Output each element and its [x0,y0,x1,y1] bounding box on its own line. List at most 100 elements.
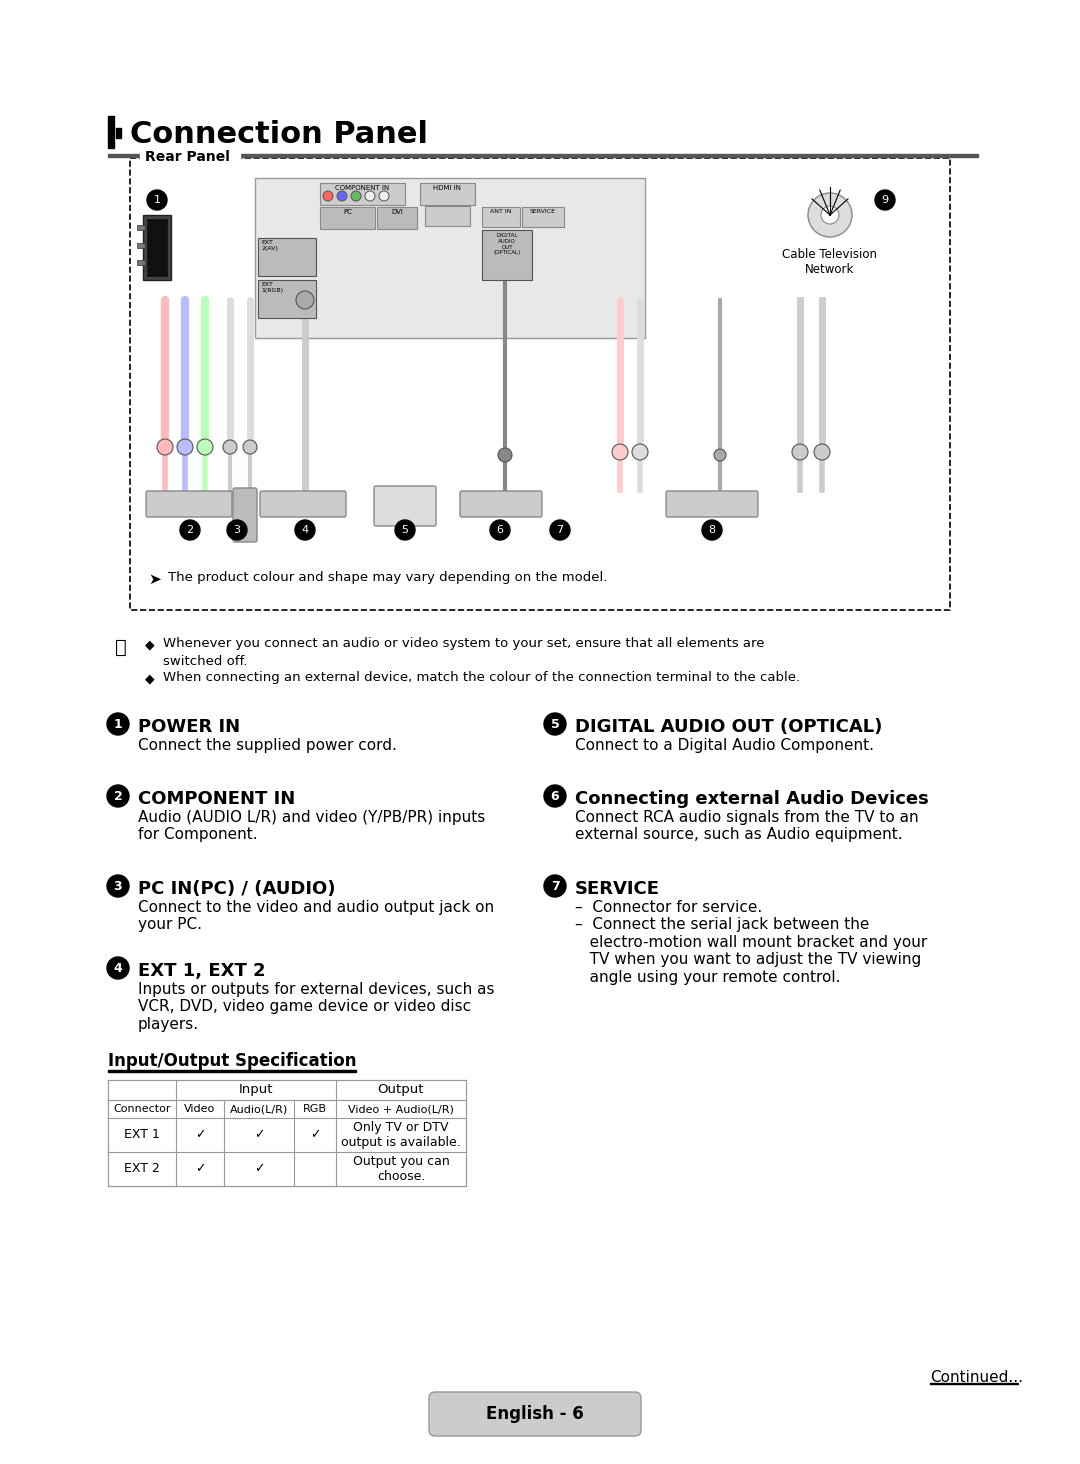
Bar [108,154,978,157]
Bar [377,206,417,228]
Text: Connector: Connector [113,1104,171,1114]
Circle shape [498,448,512,463]
Text: The product colour and shape may vary depending on the model.: The product colour and shape may vary de… [168,571,607,584]
Bar [143,215,171,280]
Circle shape [180,520,200,540]
Circle shape [337,190,347,201]
Text: Input: Input [239,1083,273,1097]
Bar [108,1070,356,1072]
Text: 1: 1 [113,717,122,731]
Circle shape [351,190,361,201]
Text: Cable Television
Network: Cable Television Network [783,247,877,277]
Text: Input/Output Specification: Input/Output Specification [108,1053,356,1070]
Text: 7: 7 [551,880,559,893]
Bar [420,183,475,205]
Text: 1: 1 [153,195,161,205]
Text: 5: 5 [402,526,408,534]
Circle shape [612,444,627,460]
Circle shape [365,190,375,201]
FancyBboxPatch shape [374,486,436,526]
Circle shape [814,444,831,460]
Circle shape [107,785,129,807]
Text: 2: 2 [187,526,193,534]
Circle shape [379,190,389,201]
Circle shape [197,439,213,455]
Text: 5: 5 [551,717,559,731]
Circle shape [147,190,167,209]
Text: When connecting an external device, match the colour of the connection terminal : When connecting an external device, matc… [163,671,800,684]
Circle shape [107,875,129,897]
FancyBboxPatch shape [146,490,232,517]
Text: EXT
2(AV): EXT 2(AV) [261,240,278,250]
Text: EXT
1(RGB): EXT 1(RGB) [261,283,283,293]
Circle shape [157,439,173,455]
Text: 9: 9 [881,195,889,205]
Circle shape [227,520,247,540]
Text: 3: 3 [233,526,241,534]
FancyBboxPatch shape [460,490,542,517]
Circle shape [177,439,193,455]
Bar [137,225,145,230]
Text: POWER IN: POWER IN [138,717,240,736]
Text: ✓: ✓ [194,1162,205,1176]
Bar [255,179,645,338]
Circle shape [296,291,314,309]
Circle shape [243,441,257,454]
Text: Video + Audio(L/R): Video + Audio(L/R) [348,1104,454,1114]
Bar [258,280,316,318]
Circle shape [107,713,129,735]
Bar [426,206,470,225]
Text: ANT IN: ANT IN [490,209,512,214]
Circle shape [702,520,723,540]
Bar [140,146,240,168]
Bar [320,183,405,205]
Bar [482,206,519,227]
Text: ◆: ◆ [145,638,154,651]
Text: Connection Panel: Connection Panel [130,120,428,149]
Bar [116,127,121,138]
Text: 4: 4 [301,526,309,534]
Text: ✓: ✓ [310,1129,321,1142]
Text: Whenever you connect an audio or video system to your set, ensure that all eleme: Whenever you connect an audio or video s… [163,637,765,650]
Text: ➤: ➤ [148,572,161,587]
Text: 8: 8 [708,526,716,534]
FancyBboxPatch shape [666,490,758,517]
Circle shape [395,520,415,540]
Bar [137,243,145,247]
Text: HDMI IN: HDMI IN [433,184,461,190]
Circle shape [544,713,566,735]
Text: Output you can
choose.: Output you can choose. [353,1155,449,1183]
Text: EXT 1: EXT 1 [124,1129,160,1142]
Text: EXT 1, EXT 2: EXT 1, EXT 2 [138,962,266,979]
Text: Connect RCA audio signals from the TV to an
external source, such as Audio equip: Connect RCA audio signals from the TV to… [575,810,919,842]
FancyBboxPatch shape [233,488,257,542]
Text: PC IN(PC) / (AUDIO): PC IN(PC) / (AUDIO) [138,880,336,897]
Text: SERVICE: SERVICE [530,209,556,214]
Text: 4: 4 [113,962,122,975]
Text: –  Connector for service.
–  Connect the serial jack between the
   electro-moti: – Connector for service. – Connect the s… [575,900,928,985]
Circle shape [544,785,566,807]
Bar [147,220,167,277]
Text: DIGITAL AUDIO OUT (OPTICAL): DIGITAL AUDIO OUT (OPTICAL) [575,717,882,736]
Circle shape [222,441,237,454]
Text: Only TV or DTV
output is available.: Only TV or DTV output is available. [341,1121,461,1149]
Text: 2: 2 [113,789,122,802]
Bar [108,116,114,148]
Circle shape [490,520,510,540]
Text: ✓: ✓ [194,1129,205,1142]
Circle shape [632,444,648,460]
Circle shape [808,193,852,237]
Text: Connect to a Digital Audio Component.: Connect to a Digital Audio Component. [575,738,874,752]
Text: Continued...: Continued... [930,1370,1023,1385]
Circle shape [714,449,726,461]
Text: Connect to the video and audio output jack on
your PC.: Connect to the video and audio output ja… [138,900,495,933]
Text: EXT 2: EXT 2 [124,1162,160,1176]
Text: COMPONENT IN: COMPONENT IN [138,791,295,808]
Text: ✓: ✓ [254,1162,265,1176]
Text: SERVICE: SERVICE [575,880,660,897]
Text: 7: 7 [556,526,564,534]
Text: Connecting external Audio Devices: Connecting external Audio Devices [575,791,929,808]
Text: ✓: ✓ [254,1129,265,1142]
FancyBboxPatch shape [260,490,346,517]
Text: 3: 3 [113,880,122,893]
